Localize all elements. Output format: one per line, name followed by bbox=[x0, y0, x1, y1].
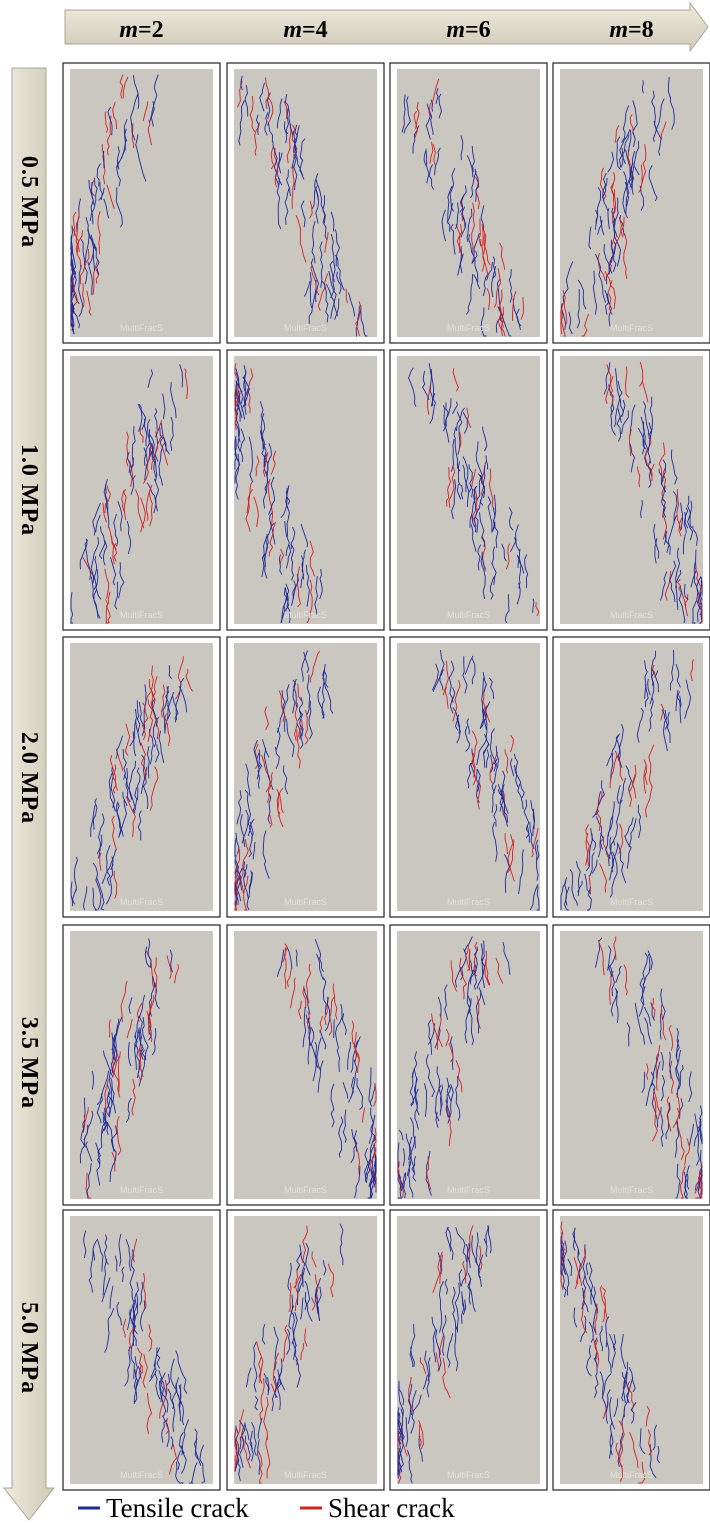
watermark: MultiFracS bbox=[610, 1185, 653, 1195]
column-header: m=4 bbox=[283, 17, 327, 43]
row-label: 1.0 MPa bbox=[16, 444, 42, 536]
specimen bbox=[397, 931, 540, 1199]
watermark: MultiFracS bbox=[284, 323, 327, 333]
row-label: 3.5 MPa bbox=[16, 1017, 42, 1109]
specimen bbox=[560, 356, 703, 624]
specimen bbox=[397, 1216, 540, 1484]
column-symbol: m bbox=[283, 17, 302, 43]
watermark: MultiFracS bbox=[447, 323, 490, 333]
specimen bbox=[70, 643, 213, 911]
watermark: MultiFracS bbox=[610, 1470, 653, 1480]
watermark: MultiFracS bbox=[447, 610, 490, 620]
column-symbol: m bbox=[119, 17, 138, 43]
legend-label: Shear crack bbox=[328, 1493, 455, 1523]
row-label: 0.5 MPa bbox=[16, 156, 42, 248]
specimen bbox=[560, 643, 703, 911]
specimen bbox=[234, 1216, 377, 1484]
crack bbox=[109, 1020, 110, 1038]
crack bbox=[334, 1019, 335, 1038]
row-label: 5.0 MPa bbox=[16, 1302, 42, 1394]
column-symbol: m bbox=[609, 17, 628, 43]
column-value: =4 bbox=[302, 17, 328, 43]
specimen bbox=[234, 69, 377, 337]
specimen bbox=[560, 1216, 703, 1484]
specimen bbox=[560, 69, 703, 337]
column-header: m=6 bbox=[446, 17, 490, 43]
column-value: =2 bbox=[138, 17, 164, 43]
specimen bbox=[70, 69, 213, 337]
watermark: MultiFracS bbox=[120, 610, 163, 620]
watermark: MultiFracS bbox=[447, 897, 490, 907]
watermark: MultiFracS bbox=[120, 897, 163, 907]
watermark: MultiFracS bbox=[120, 323, 163, 333]
watermark: MultiFracS bbox=[284, 610, 327, 620]
watermark: MultiFracS bbox=[610, 610, 653, 620]
specimen bbox=[397, 69, 540, 337]
watermark: MultiFracS bbox=[447, 1185, 490, 1195]
specimen bbox=[234, 643, 377, 911]
specimen bbox=[70, 356, 213, 624]
watermark: MultiFracS bbox=[120, 1470, 163, 1480]
row-label: 2.0 MPa bbox=[16, 732, 42, 824]
column-header: m=2 bbox=[119, 17, 163, 43]
column-value: =8 bbox=[628, 17, 654, 43]
column-value: =6 bbox=[465, 17, 491, 43]
watermark: MultiFracS bbox=[447, 1470, 490, 1480]
figure: MultiFracS MultiFracS MultiFracS MultiFracS… bbox=[0, 0, 710, 1524]
watermark: MultiFracS bbox=[120, 1185, 163, 1195]
watermark: MultiFracS bbox=[284, 1185, 327, 1195]
specimen bbox=[70, 1216, 213, 1484]
column-symbol: m bbox=[446, 17, 465, 43]
column-header: m=8 bbox=[609, 17, 653, 43]
watermark: MultiFracS bbox=[284, 1470, 327, 1480]
legend-label: Tensile crack bbox=[106, 1493, 249, 1523]
watermark: MultiFracS bbox=[610, 897, 653, 907]
specimen bbox=[234, 356, 377, 624]
watermark: MultiFracS bbox=[610, 323, 653, 333]
watermark: MultiFracS bbox=[284, 897, 327, 907]
